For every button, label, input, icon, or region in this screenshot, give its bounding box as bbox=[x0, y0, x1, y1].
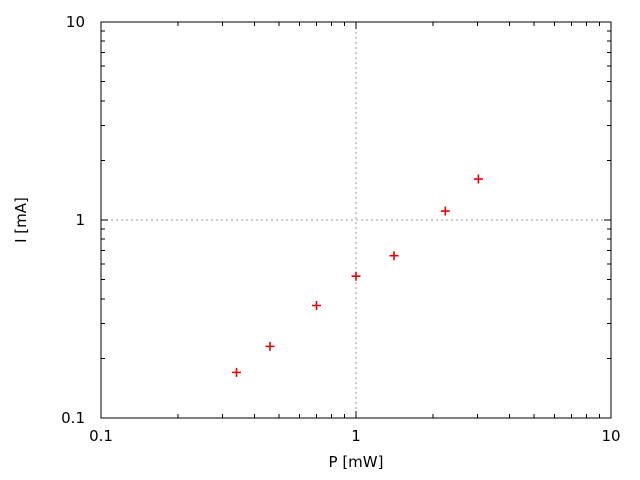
y-tick-label: 0.1 bbox=[61, 409, 85, 427]
data-point-marker bbox=[389, 251, 399, 261]
x-tick-label: 1 bbox=[351, 427, 361, 445]
data-point-marker bbox=[312, 300, 321, 310]
x-tick-label: 10 bbox=[601, 427, 620, 445]
x-axis-label: P [mW] bbox=[329, 453, 384, 471]
data-point-marker bbox=[232, 367, 242, 377]
y-tick-label: 10 bbox=[66, 13, 85, 31]
data-point-marker bbox=[473, 174, 483, 184]
y-axis-label: I [mA] bbox=[12, 197, 30, 243]
x-tick-label: 0.1 bbox=[89, 427, 113, 445]
y-tick-label: 1 bbox=[75, 211, 85, 229]
data-point-marker bbox=[351, 271, 361, 281]
data-point-marker bbox=[440, 206, 450, 216]
data-point-marker bbox=[265, 341, 275, 351]
